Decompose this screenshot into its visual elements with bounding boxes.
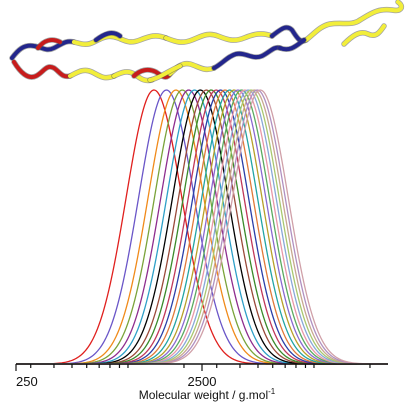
x-axis-title-superscript: -1: [268, 387, 276, 396]
distribution-curve-2: [16, 89, 388, 365]
distribution-curve-18: [16, 89, 388, 365]
distribution-curve-20: [16, 89, 388, 365]
ribbon-segment-7: [304, 0, 404, 42]
distribution-curve-14: [16, 89, 388, 365]
tick-label-250: 250: [16, 374, 38, 389]
ribbon-segment-5: [164, 31, 274, 45]
distribution-curve-4: [16, 89, 388, 365]
ribbon-segment-13: [212, 45, 282, 70]
x-axis-title: Molecular weight / g.mol-1: [139, 387, 276, 402]
ribbon-segment-15: [148, 64, 182, 82]
distribution-curve-12: [16, 89, 388, 365]
distribution-curve-7: [16, 89, 388, 365]
distribution-curve-13: [16, 89, 388, 365]
distribution-curves: [16, 89, 389, 365]
distribution-curve-19: [16, 89, 388, 365]
polymer-ribbon-illustration: [9, 0, 405, 84]
ribbon-segment-16: [342, 24, 386, 46]
distribution-curve-16: [16, 89, 388, 365]
distribution-curve-9: [16, 89, 388, 365]
distribution-curve-8: [16, 89, 388, 365]
ribbon-segment-9: [68, 68, 116, 80]
distribution-curve-17: [16, 89, 388, 365]
x-axis-tick-labels: 250 2500: [16, 374, 216, 389]
x-axis: 250 2500: [15, 363, 388, 389]
distribution-curve-11: [16, 89, 388, 365]
distribution-curve-15: [16, 89, 388, 365]
ribbon-segment-4: [94, 31, 122, 42]
ribbon-segment-2: [72, 33, 168, 47]
distribution-curve-3: [16, 89, 388, 365]
distribution-curve-5: [16, 89, 388, 365]
tick-label-2500: 2500: [188, 374, 217, 389]
distribution-curve-22: [16, 89, 388, 365]
distribution-curve-21: [16, 89, 389, 365]
distribution-curve-1: [16, 89, 388, 365]
ribbon-segment-8: [12, 60, 72, 79]
distribution-curve-6: [16, 89, 388, 365]
ribbon-segment-14: [278, 38, 306, 52]
ribbon-segment-3: [36, 38, 62, 50]
ribbon-segment-11: [132, 67, 172, 80]
x-axis-ticks: [15, 364, 371, 371]
ribbon-segment-1: [10, 39, 76, 60]
distribution-curve-10: [16, 89, 388, 365]
